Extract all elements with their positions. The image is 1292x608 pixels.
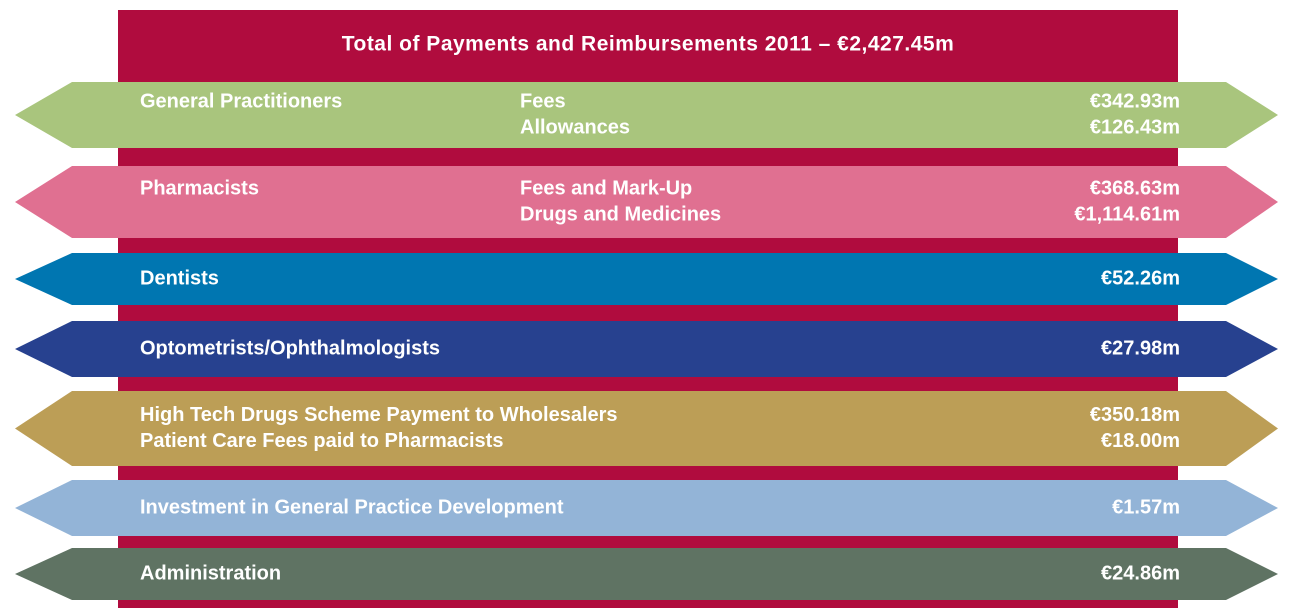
row-value: €126.43m xyxy=(1090,116,1180,138)
band xyxy=(15,253,1278,305)
band-name: Optometrists/Ophthalmologists xyxy=(140,337,440,359)
row-label: Drugs and Medicines xyxy=(520,203,721,225)
row-value: €1.57m xyxy=(1112,496,1180,518)
row-label: Patient Care Fees paid to Pharmacists xyxy=(140,430,503,452)
band xyxy=(15,548,1278,600)
row-value: €1,114.61m xyxy=(1074,203,1180,225)
row-value: €342.93m xyxy=(1090,90,1180,112)
band-name: Administration xyxy=(140,562,281,584)
row-value: €27.98m xyxy=(1101,337,1180,359)
row-label: Fees xyxy=(520,90,566,112)
band-name: Investment in General Practice Developme… xyxy=(140,496,564,518)
band-name: General Practitioners xyxy=(140,90,342,112)
row-value: €368.63m xyxy=(1090,177,1180,199)
band xyxy=(15,321,1278,377)
row-value: €52.26m xyxy=(1101,267,1180,289)
band-name: Pharmacists xyxy=(140,177,259,199)
row-label: Allowances xyxy=(520,116,630,138)
title: Total of Payments and Reimbursements 201… xyxy=(342,33,955,56)
row-value: €350.18m xyxy=(1090,404,1180,426)
row-label: High Tech Drugs Scheme Payment to Wholes… xyxy=(140,404,618,426)
row-value: €24.86m xyxy=(1101,562,1180,584)
row-label: Fees and Mark-Up xyxy=(520,177,692,199)
row-value: €18.00m xyxy=(1101,430,1180,452)
band xyxy=(15,480,1278,536)
band xyxy=(15,82,1278,148)
band xyxy=(15,391,1278,466)
band xyxy=(15,166,1278,238)
band-name: Dentists xyxy=(140,267,219,289)
